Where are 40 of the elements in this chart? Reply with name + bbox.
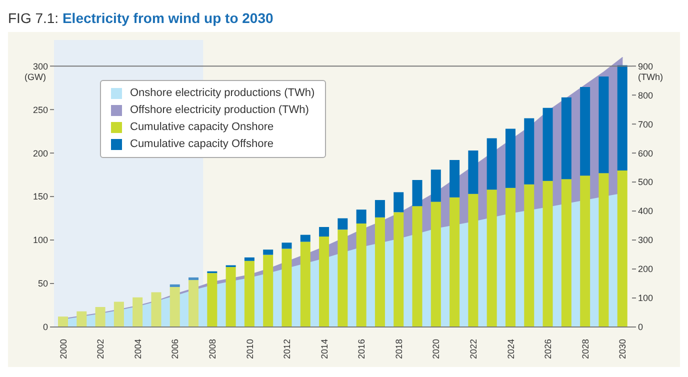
- y2-tick-label: 100: [638, 293, 654, 304]
- y2-tick-label: 300: [638, 235, 654, 246]
- y2-tick-label: 400: [638, 206, 654, 216]
- x-tick-label: 2000: [58, 339, 68, 360]
- y2-tick-label: 600: [638, 148, 654, 158]
- y2-tick-label: 200: [638, 264, 654, 274]
- x-tick-label: 2026: [543, 339, 554, 360]
- x-tick-label: 2006: [170, 339, 180, 360]
- legend-label: Cumulative capacity Offshore: [130, 137, 274, 152]
- legend-label: Onshore electricity productions (TWh): [130, 86, 315, 101]
- y-axis-title: (GW): [24, 72, 46, 82]
- y2-tick-label: 800: [638, 90, 654, 100]
- x-tick-label: 2020: [431, 339, 442, 360]
- legend-label: Cumulative capacity Onshore: [130, 120, 274, 135]
- y-tick-label: 200: [32, 148, 48, 158]
- x-tick-label: 2016: [356, 339, 367, 360]
- x-tick-label: 2004: [132, 339, 143, 360]
- x-tick-label: 2024: [506, 339, 516, 360]
- y-tick-label: 100: [32, 235, 48, 246]
- y-tick-label: 300: [32, 61, 48, 72]
- y2-tick-label: 900: [638, 61, 654, 72]
- chart-title: FIG 7.1: Electricity from wind up to 2030: [8, 10, 274, 26]
- y2-tick-label: 500: [638, 177, 654, 188]
- x-tick-label: 2008: [207, 339, 218, 360]
- legend-label: Offshore electricity production (TWh): [130, 103, 309, 118]
- x-tick-label: 2022: [468, 339, 479, 360]
- y2-tick-label: 700: [638, 119, 654, 130]
- x-tick-label: 2002: [96, 339, 106, 360]
- x-tick-label: 2012: [282, 339, 292, 360]
- y2-axis-title: (TWh): [638, 72, 663, 82]
- y-tick-label: 250: [32, 104, 48, 115]
- y2-tick-label: 0: [638, 322, 644, 332]
- x-tick-label: 2028: [580, 339, 590, 360]
- y-tick-label: 150: [32, 192, 48, 202]
- y-tick-label: 50: [38, 278, 48, 289]
- y-tick-label: 0: [42, 322, 48, 332]
- x-tick-label: 2030: [618, 339, 628, 360]
- x-tick-label: 2018: [394, 339, 404, 360]
- x-tick-label: 2014: [319, 339, 330, 360]
- x-tick-label: 2010: [244, 339, 255, 360]
